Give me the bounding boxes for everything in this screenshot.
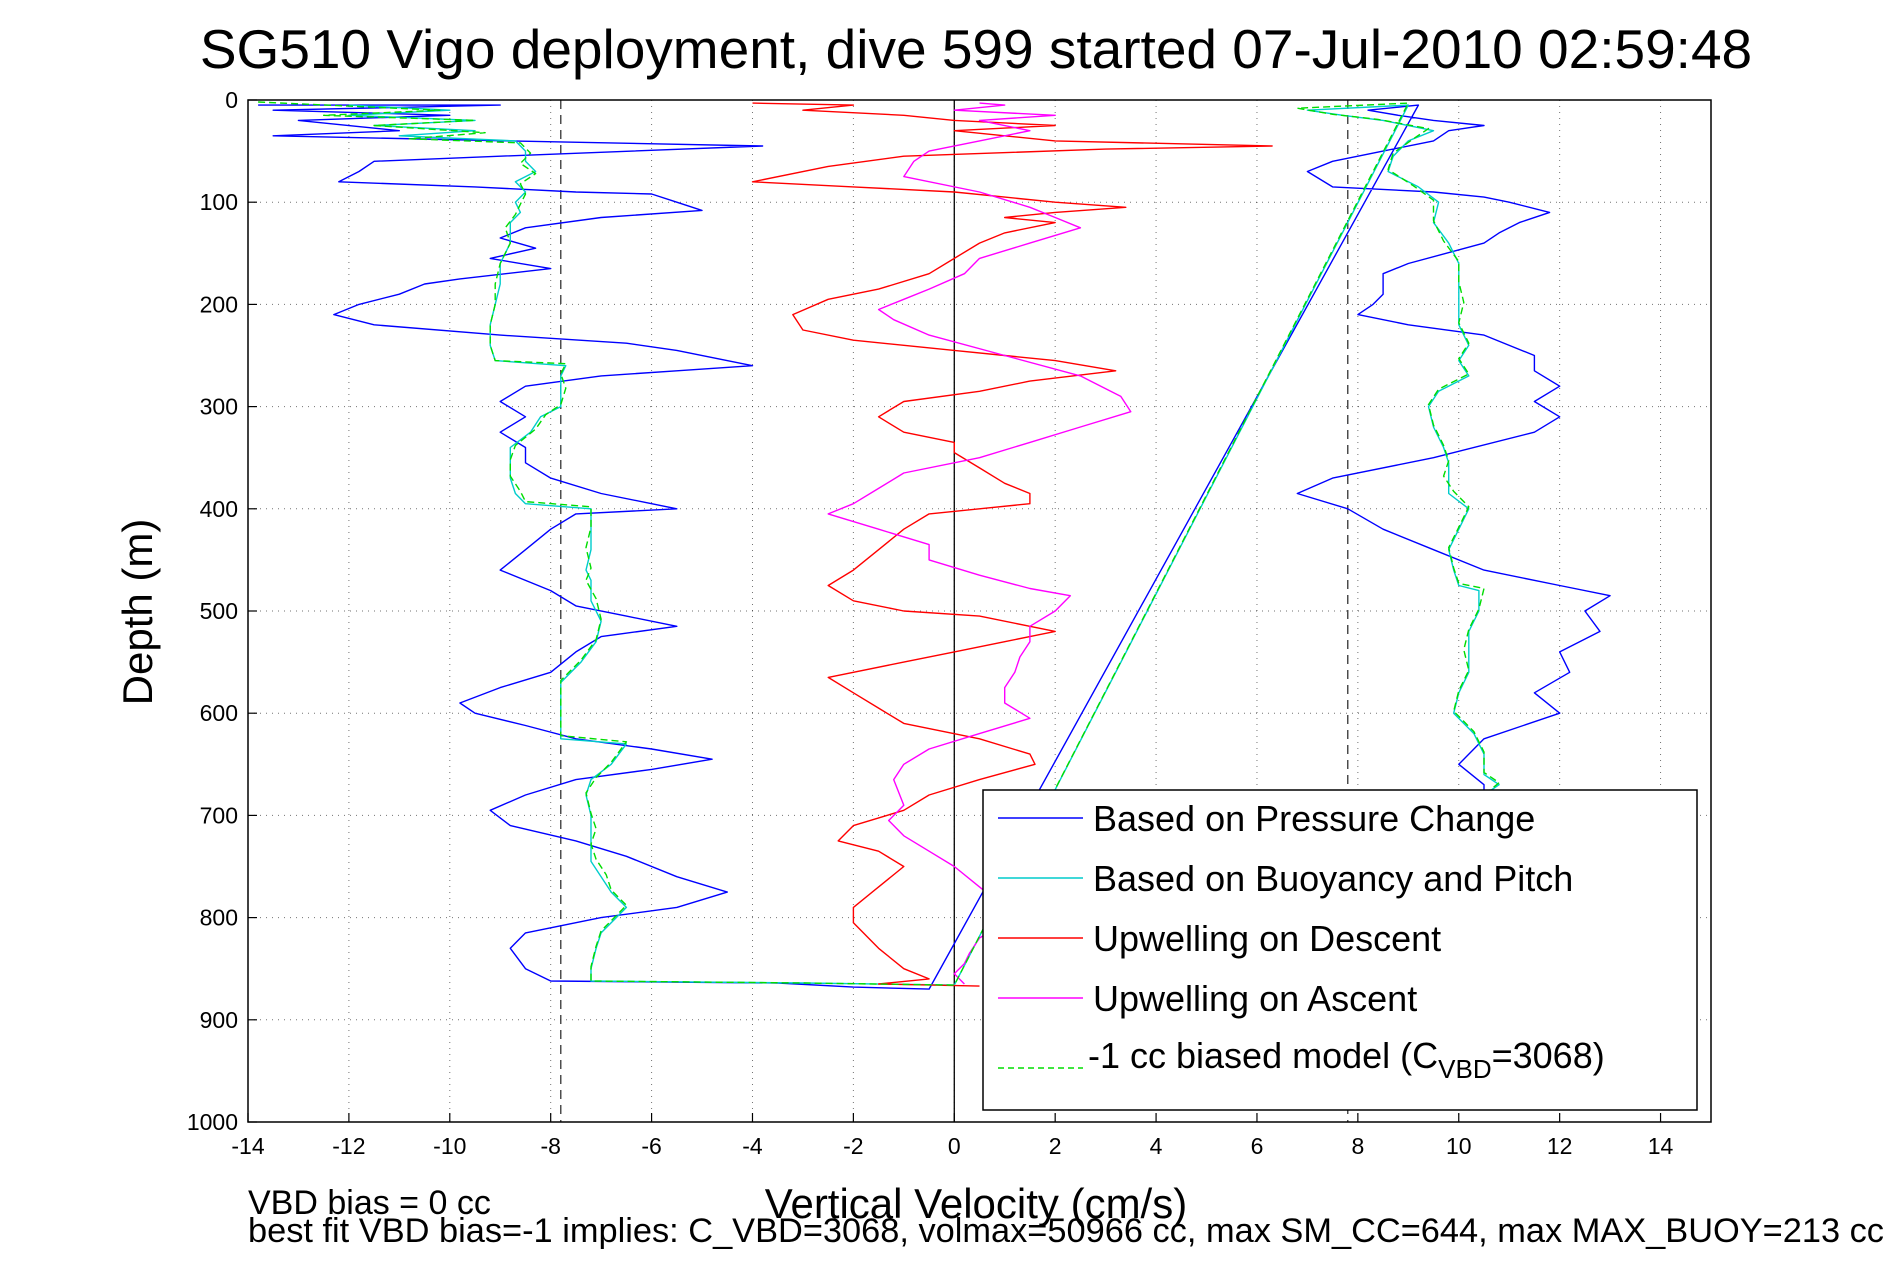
legend-label-pressure: Based on Pressure Change xyxy=(1093,798,1535,839)
series-line-descent xyxy=(751,102,1273,987)
y-tick-label: 100 xyxy=(200,189,238,215)
y-tick-label: 900 xyxy=(200,1007,238,1033)
y-tick-label: 0 xyxy=(225,87,238,113)
x-tick-label: -4 xyxy=(742,1133,763,1159)
x-tick-label: -14 xyxy=(231,1133,264,1159)
x-tick-label: -8 xyxy=(540,1133,560,1159)
x-tick-label: -6 xyxy=(641,1133,661,1159)
x-tick-label: 8 xyxy=(1351,1133,1364,1159)
y-tick-label: 700 xyxy=(200,802,238,828)
x-tick-label: 14 xyxy=(1648,1133,1674,1159)
chart-title: SG510 Vigo deployment, dive 599 started … xyxy=(200,18,1752,80)
legend-label-biased: -1 cc biased model (CVBD=3068) xyxy=(1088,1035,1605,1084)
legend-label-buoyancy: Based on Buoyancy and Pitch xyxy=(1093,858,1573,899)
footer-line-1: VBD bias = 0 cc xyxy=(248,1184,491,1222)
legend-box xyxy=(982,789,1698,1111)
axis-ticks: -14 -12 -10 -8 -6 -4 -2 0 2 4 6 8 10 12 14 0 100 200 300 40… xyxy=(187,87,1674,1159)
x-tick-label: -2 xyxy=(843,1133,863,1159)
x-tick-label: 12 xyxy=(1547,1133,1573,1159)
series-line-biased xyxy=(258,101,1500,986)
y-tick-label: 800 xyxy=(200,905,238,931)
x-tick-label: 6 xyxy=(1251,1133,1264,1159)
legend: Based on Pressure Change Based on Buoyan… xyxy=(982,789,1698,1111)
series-line-ascent xyxy=(827,102,1132,985)
y-tick-label: 300 xyxy=(200,394,238,420)
x-tick-label: 0 xyxy=(948,1133,961,1159)
legend-biased-prefix: -1 cc biased model (C xyxy=(1088,1035,1438,1076)
footer-line-2: best fit VBD bias=-1 implies: C_VBD=3068… xyxy=(248,1212,1884,1250)
y-tick-label: 500 xyxy=(200,598,238,624)
y-tick-label: 200 xyxy=(200,291,238,317)
y-tick-label: 1000 xyxy=(187,1109,238,1135)
y-tick-label: 600 xyxy=(200,700,238,726)
x-tick-label: -10 xyxy=(433,1133,466,1159)
y-axis-label: Depth (m) xyxy=(114,519,161,706)
y-tick-label: 400 xyxy=(200,496,238,522)
series-group xyxy=(258,101,1611,990)
series-line-pressure xyxy=(258,104,1611,990)
series-line-buoyancy xyxy=(348,104,1500,986)
legend-biased-suffix: =3068) xyxy=(1492,1035,1605,1076)
legend-label-descent: Upwelling on Descent xyxy=(1093,918,1441,959)
x-tick-label: 4 xyxy=(1150,1133,1163,1159)
x-tick-label: 10 xyxy=(1446,1133,1472,1159)
x-tick-label: -12 xyxy=(332,1133,365,1159)
reference-lines xyxy=(560,100,1349,1122)
x-axis-label: Vertical Velocity (cm/s) xyxy=(765,1180,1187,1227)
legend-biased-subscript: VBD xyxy=(1438,1054,1491,1084)
x-tick-label: 2 xyxy=(1049,1133,1062,1159)
legend-label-ascent: Upwelling on Ascent xyxy=(1093,978,1417,1019)
